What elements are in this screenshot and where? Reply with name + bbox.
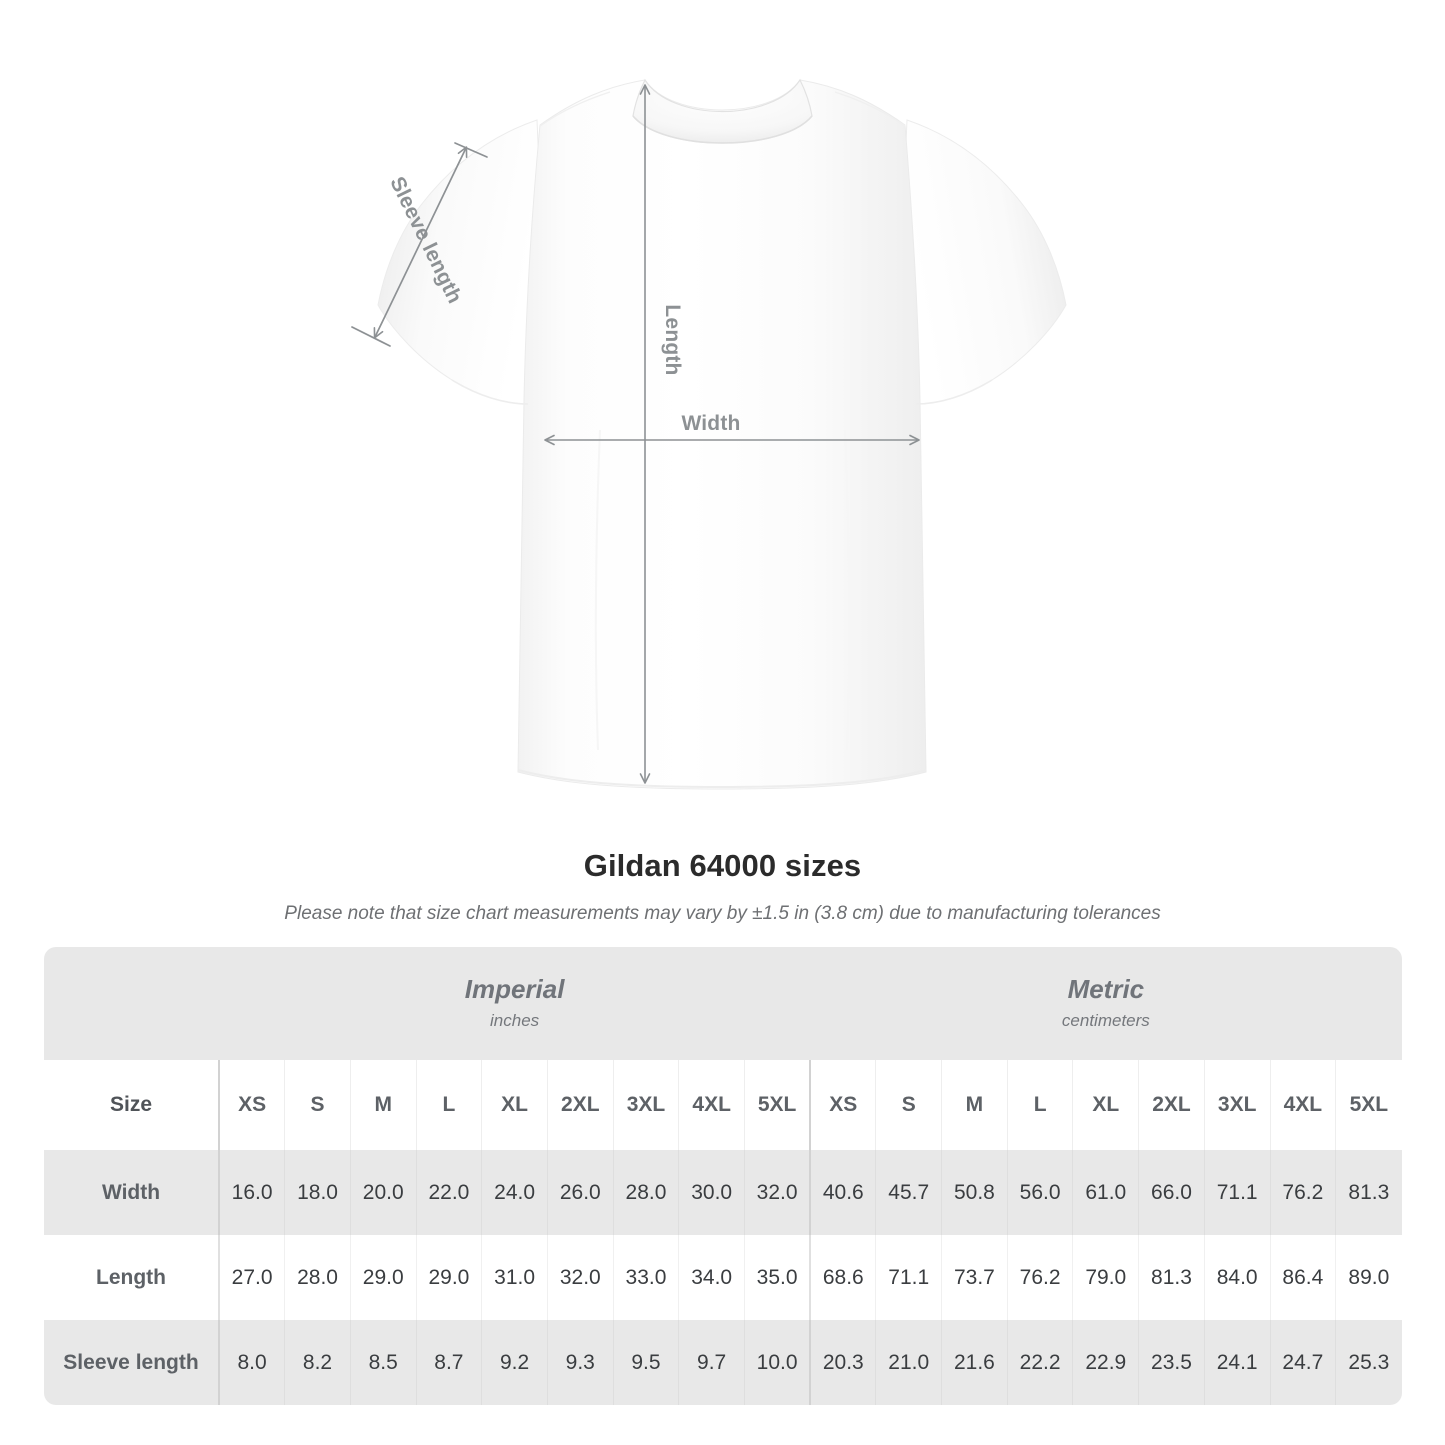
size-header-imperial-6: 3XL <box>612 1060 679 1150</box>
cell-metric-2-8: 25.3 <box>1335 1320 1402 1405</box>
cell-metric-1-2: 73.7 <box>941 1235 1008 1320</box>
size-header-metric-6: 3XL <box>1203 1060 1271 1150</box>
size-header-imperial-4: XL <box>481 1060 548 1150</box>
cell-metric-0-7: 76.2 <box>1269 1150 1336 1235</box>
cell-metric-0-6: 71.1 <box>1203 1150 1271 1235</box>
cell-imperial-1-7: 34.0 <box>678 1235 745 1320</box>
cell-metric-1-7: 86.4 <box>1269 1235 1336 1320</box>
unit-sub-imperial: inches <box>490 1011 540 1030</box>
unit-header-imperial: Imperial inches <box>219 947 811 1060</box>
size-header-metric-8: 5XL <box>1335 1060 1402 1150</box>
cell-metric-1-4: 79.0 <box>1072 1235 1139 1320</box>
size-header-imperial-3: L <box>415 1060 482 1150</box>
cell-metric-0-0: 40.6 <box>809 1150 876 1235</box>
cell-metric-2-0: 20.3 <box>809 1320 876 1405</box>
cell-imperial-2-6: 9.5 <box>612 1320 679 1405</box>
size-chart-table: Imperial inches Metric centimeters Size XS S M L… <box>44 947 1402 1405</box>
cell-metric-0-5: 66.0 <box>1138 1150 1205 1235</box>
row-label-0: Width <box>44 1150 219 1235</box>
cell-imperial-1-0: 27.0 <box>218 1235 285 1320</box>
unit-header-spacer <box>44 947 219 1060</box>
tshirt-svg: Sleeve length Length Width <box>351 78 1067 790</box>
length-label: Length <box>661 304 684 375</box>
size-chart-table-wrap: Imperial inches Metric centimeters Size XS S M L… <box>44 947 1402 1405</box>
table-row: Sleeve length 8.0 8.2 8.5 8.7 9.2 9.3 9.5 9.7 10.… <box>44 1320 1402 1405</box>
size-header-imperial-8: 5XL <box>744 1060 811 1150</box>
size-header-metric-7: 4XL <box>1269 1060 1336 1150</box>
unit-header-row: Imperial inches Metric centimeters <box>44 947 1402 1060</box>
cell-imperial-1-1: 28.0 <box>284 1235 351 1320</box>
cell-imperial-1-2: 29.0 <box>349 1235 417 1320</box>
cell-imperial-1-8: 35.0 <box>744 1235 811 1320</box>
cell-imperial-0-6: 28.0 <box>612 1150 679 1235</box>
cell-metric-1-0: 68.6 <box>809 1235 876 1320</box>
size-header-metric-0: XS <box>809 1060 876 1150</box>
cell-imperial-1-4: 31.0 <box>481 1235 548 1320</box>
size-header-metric-4: XL <box>1072 1060 1139 1150</box>
cell-imperial-0-1: 18.0 <box>284 1150 351 1235</box>
size-header-imperial-2: M <box>349 1060 417 1150</box>
cell-imperial-2-2: 8.5 <box>349 1320 417 1405</box>
cell-imperial-1-5: 32.0 <box>546 1235 614 1320</box>
unit-sub-metric: centimeters <box>1061 1011 1150 1030</box>
cell-imperial-2-5: 9.3 <box>546 1320 614 1405</box>
cell-imperial-0-4: 24.0 <box>481 1150 548 1235</box>
tshirt-diagram: Sleeve length Length Width <box>351 78 1067 790</box>
cell-metric-2-1: 21.0 <box>875 1320 942 1405</box>
cell-imperial-2-4: 9.2 <box>481 1320 548 1405</box>
chart-title-block: Gildan 64000 sizes Please note that size… <box>0 845 1445 927</box>
cell-imperial-0-0: 16.0 <box>218 1150 285 1235</box>
cell-metric-2-2: 21.6 <box>941 1320 1008 1405</box>
size-header-metric-1: S <box>875 1060 942 1150</box>
cell-metric-2-6: 24.1 <box>1203 1320 1271 1405</box>
cell-metric-1-3: 76.2 <box>1006 1235 1073 1320</box>
page-title: Gildan 64000 sizes <box>583 848 862 883</box>
width-dimension: Width <box>544 412 920 446</box>
length-dimension: Length <box>639 84 684 784</box>
size-header-row: Size XS S M L XL 2XL 3XL 4XL 5XL XS S M L XL 2XL 3XL 4XL 5… <box>44 1060 1402 1150</box>
cell-imperial-0-7: 30.0 <box>678 1150 745 1235</box>
size-header-metric-2: M <box>941 1060 1008 1150</box>
cell-imperial-2-1: 8.2 <box>284 1320 351 1405</box>
size-header-imperial-0: XS <box>218 1060 285 1150</box>
cell-imperial-2-8: 10.0 <box>744 1320 811 1405</box>
cell-metric-0-8: 81.3 <box>1335 1150 1402 1235</box>
row-label-1: Length <box>44 1235 219 1320</box>
cell-metric-2-3: 22.2 <box>1006 1320 1073 1405</box>
table-row: Width 16.0 18.0 20.0 22.0 24.0 26.0 28.0 30.0 32.… <box>44 1150 1402 1235</box>
tolerance-note: Please note that size chart measurements… <box>284 903 1161 924</box>
cell-imperial-0-5: 26.0 <box>546 1150 614 1235</box>
cell-imperial-2-3: 8.7 <box>415 1320 482 1405</box>
row-label-2: Sleeve length <box>44 1320 219 1405</box>
cell-metric-2-5: 23.5 <box>1138 1320 1205 1405</box>
cell-imperial-1-3: 29.0 <box>415 1235 482 1320</box>
cell-imperial-0-8: 32.0 <box>744 1150 811 1235</box>
size-header-label: Size <box>44 1060 219 1150</box>
cell-imperial-2-7: 9.7 <box>678 1320 745 1405</box>
width-label: Width <box>681 412 740 435</box>
unit-header-metric: Metric centimeters <box>810 947 1402 1060</box>
size-header-metric-5: 2XL <box>1138 1060 1205 1150</box>
cell-metric-2-4: 22.9 <box>1072 1320 1139 1405</box>
table-row: Length 27.0 28.0 29.0 29.0 31.0 32.0 33.0 34.0 35… <box>44 1235 1402 1320</box>
cell-metric-2-7: 24.7 <box>1269 1320 1336 1405</box>
cell-imperial-2-0: 8.0 <box>218 1320 285 1405</box>
cell-metric-1-6: 84.0 <box>1203 1235 1271 1320</box>
cell-imperial-1-6: 33.0 <box>612 1235 679 1320</box>
cell-imperial-0-2: 20.0 <box>349 1150 417 1235</box>
cell-metric-0-1: 45.7 <box>875 1150 942 1235</box>
cell-metric-1-5: 81.3 <box>1138 1235 1205 1320</box>
size-header-imperial-7: 4XL <box>678 1060 745 1150</box>
cell-metric-1-1: 71.1 <box>875 1235 942 1320</box>
unit-name-metric: Metric <box>1067 974 1145 1004</box>
cell-metric-0-3: 56.0 <box>1006 1150 1073 1235</box>
cell-metric-1-8: 89.0 <box>1335 1235 1402 1320</box>
unit-name-imperial: Imperial <box>464 974 565 1004</box>
size-header-imperial-1: S <box>284 1060 351 1150</box>
cell-metric-0-2: 50.8 <box>941 1150 1008 1235</box>
cell-imperial-0-3: 22.0 <box>415 1150 482 1235</box>
size-header-metric-3: L <box>1006 1060 1073 1150</box>
size-header-imperial-5: 2XL <box>546 1060 614 1150</box>
cell-metric-0-4: 61.0 <box>1072 1150 1139 1235</box>
